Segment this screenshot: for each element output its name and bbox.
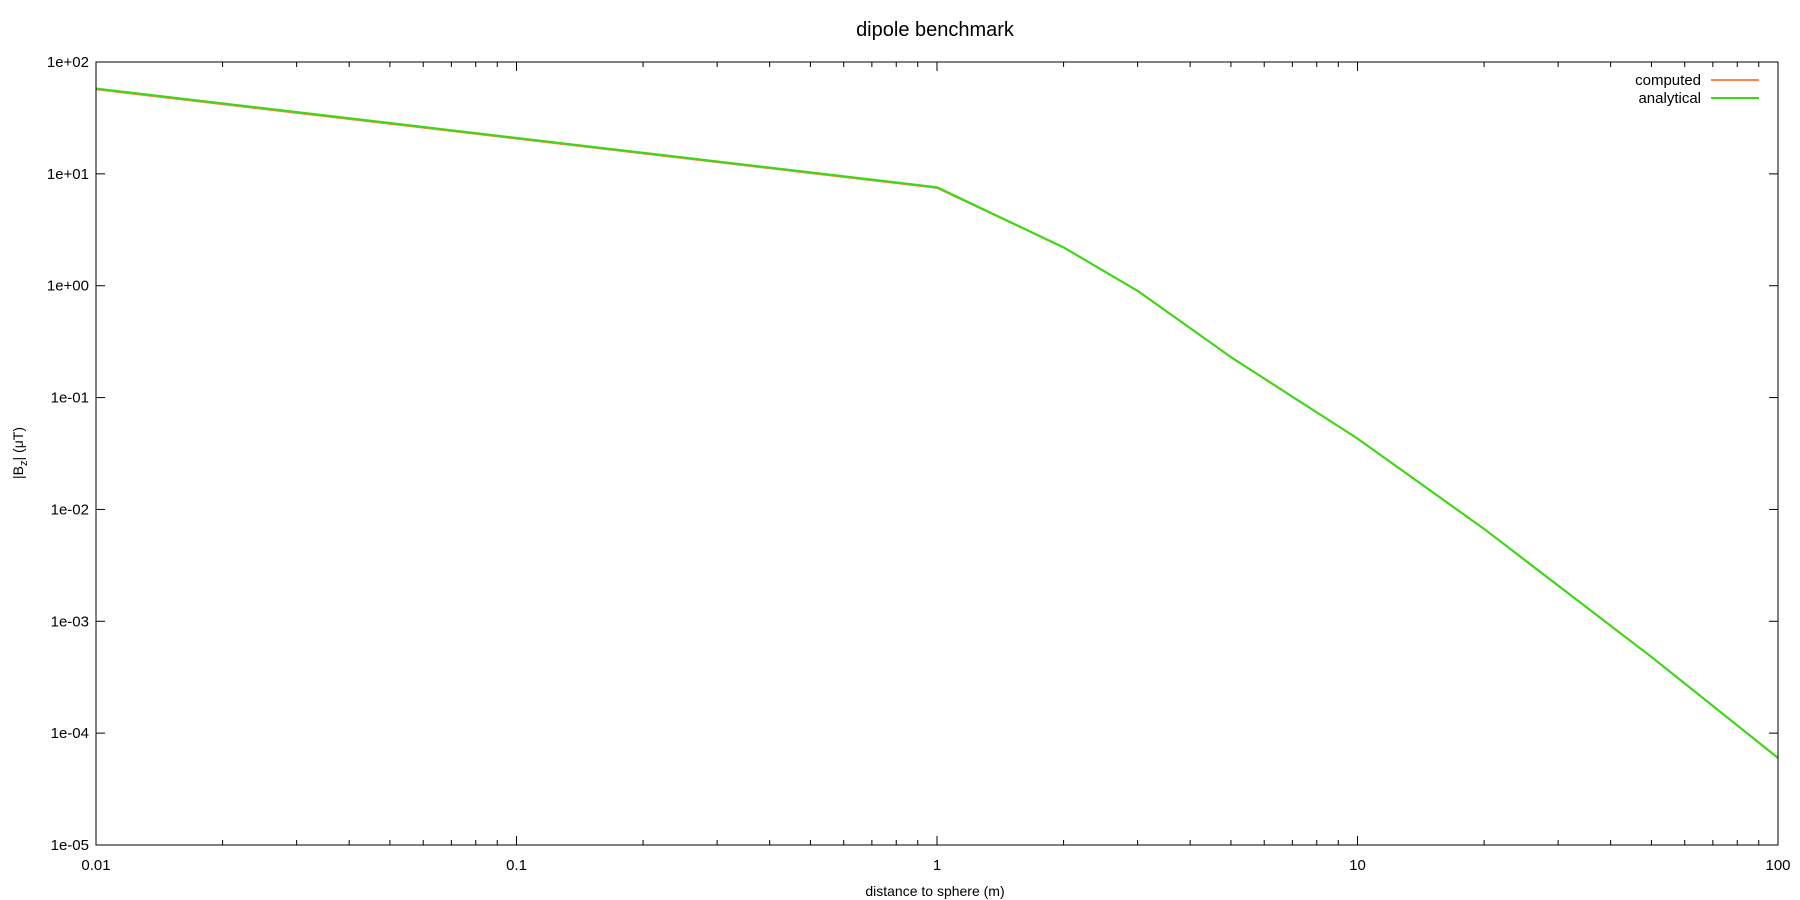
y-axis-label-suffix: | (μT)	[10, 427, 26, 460]
series-line-analytical	[95, 87, 1779, 759]
y-tick-label: 1e-02	[51, 501, 89, 518]
legend-label-analytical: analytical	[1638, 90, 1701, 107]
x-tick-label: 0.01	[81, 857, 110, 874]
y-tick-label: 1e-05	[51, 837, 89, 854]
y-tick-label: 1e+02	[47, 54, 89, 71]
legend-label-computed: computed	[1635, 72, 1701, 89]
y-tick-label: 1e+00	[47, 278, 89, 295]
x-axis-label: distance to sphere (m)	[865, 883, 1004, 899]
y-axis-label-subscript: z	[18, 460, 30, 466]
y-tick-label: 1e-04	[51, 725, 89, 742]
y-axis-label-prefix: |B	[10, 466, 26, 479]
x-tick-label: 0.1	[506, 857, 527, 874]
y-tick-label: 1e+01	[47, 166, 89, 183]
y-axis-label: |Bz| (μT)	[10, 427, 30, 479]
series-layer	[95, 87, 1779, 759]
x-tick-label: 10	[1349, 857, 1366, 874]
y-tick-label: 1e-01	[51, 390, 89, 407]
x-tick-label: 1	[933, 857, 941, 874]
tick-labels: 0.01 0.1 1 10 100 1e+02 1e+01 1e+00 1e-01 1e-02 1e…	[47, 54, 1791, 874]
plot-frame	[95, 61, 1779, 846]
x-tick-label: 100	[1765, 857, 1790, 874]
tick-marks	[95, 61, 1778, 846]
chart-title: dipole benchmark	[856, 19, 1015, 41]
y-tick-label: 1e-03	[51, 613, 89, 630]
